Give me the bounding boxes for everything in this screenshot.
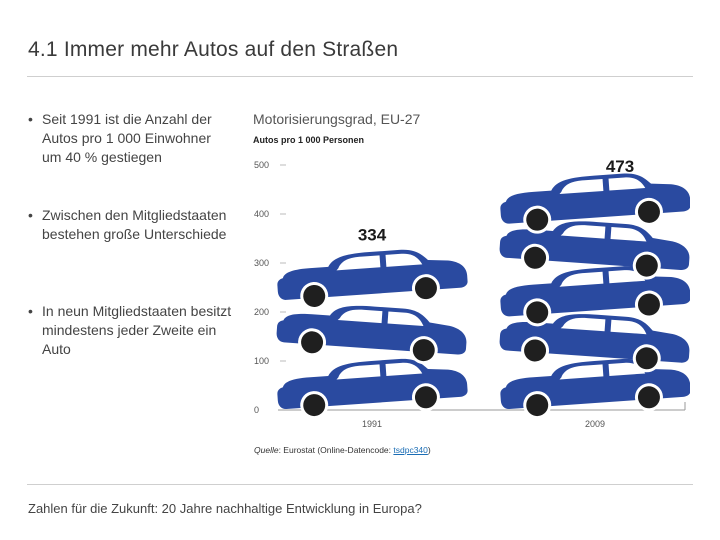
- chart-subtitle: Autos pro 1 000 Personen: [253, 135, 365, 145]
- car-icon: [500, 358, 690, 420]
- car-window-rear: [610, 319, 647, 335]
- car-stack-2009: [499, 173, 690, 420]
- bullet-item: • Zwischen den Mitgliedstaaten bestehen …: [28, 206, 233, 244]
- bullet-item: • Seit 1991 ist die Anzahl der Autos pro…: [28, 110, 233, 167]
- bullet-dot: •: [28, 303, 33, 319]
- car-window-front: [559, 364, 604, 380]
- bullet-text: Seit 1991 ist die Anzahl der Autos pro 1…: [42, 111, 212, 165]
- source-text: : Eurostat (Online-Datencode:: [278, 445, 394, 455]
- car-icon: [499, 221, 690, 280]
- car-icon: [500, 173, 690, 234]
- car-window-rear: [608, 177, 646, 191]
- car-wheel: [637, 293, 660, 316]
- x-tick-label: 2009: [585, 419, 605, 429]
- car-window-rear: [385, 253, 423, 267]
- car-wheel: [412, 339, 435, 362]
- bullet-dot: •: [28, 207, 33, 223]
- value-label: 473: [606, 157, 634, 176]
- car-wheel: [414, 277, 437, 300]
- car-window-front: [560, 317, 606, 332]
- car-wheel: [303, 394, 326, 417]
- car-window-front: [336, 364, 381, 380]
- car-wheel: [635, 254, 658, 277]
- car-pictogram-chart: 0 100 200 300 400 500 334 1991 473 2009: [254, 157, 690, 429]
- y-tick-label: 500: [254, 160, 269, 170]
- y-tick-label: 300: [254, 258, 269, 268]
- source-label: Quelle: [254, 445, 279, 455]
- bullet-dot: •: [28, 111, 33, 127]
- value-label: 334: [358, 225, 387, 244]
- source-close: ): [427, 445, 431, 455]
- car-window-front: [337, 309, 383, 324]
- y-tick-label: 200: [254, 307, 269, 317]
- car-window-rear: [385, 362, 423, 376]
- car-icon: [277, 358, 468, 420]
- y-tick-label: 0: [254, 405, 259, 415]
- car-stack-1991: [276, 249, 468, 420]
- chart-title: Motorisierungsgrad, EU-27: [253, 111, 421, 127]
- car-icon: [499, 314, 690, 373]
- car-icon: [277, 249, 468, 310]
- car-wheel: [637, 200, 660, 223]
- slide-title: 4.1 Immer mehr Autos auf den Straßen: [28, 38, 399, 61]
- car-window-rear: [387, 311, 424, 327]
- title-divider: [27, 76, 693, 77]
- bullet-item: • In neun Mitgliedstaaten besitzt mindes…: [28, 302, 233, 359]
- car-wheel: [526, 301, 549, 324]
- car-window-front: [336, 255, 381, 271]
- x-tick-label: 1991: [362, 419, 382, 429]
- car-wheel: [637, 386, 660, 409]
- source-note: Quelle: Eurostat (Online-Datencode: tsdp…: [254, 445, 431, 455]
- car-wheel: [303, 284, 326, 307]
- y-tick-label: 100: [254, 356, 269, 366]
- source-link[interactable]: tsdpc340: [393, 445, 428, 455]
- car-wheel: [414, 386, 437, 409]
- bullet-text: Zwischen den Mitgliedstaaten bestehen gr…: [42, 207, 227, 242]
- footer-text: Zahlen für die Zukunft: 20 Jahre nachhal…: [28, 501, 422, 516]
- car-wheel: [301, 331, 324, 354]
- car-wheel: [526, 208, 549, 231]
- car-icon: [276, 305, 467, 365]
- car-window-front: [559, 271, 604, 287]
- car-wheel: [524, 339, 547, 362]
- car-window-front: [560, 225, 606, 239]
- bullet-text: In neun Mitgliedstaaten besitzt mindeste…: [42, 303, 232, 357]
- car-wheel: [526, 394, 549, 417]
- car-window-front: [559, 179, 604, 195]
- car-window-rear: [610, 227, 647, 242]
- footer-divider: [27, 484, 693, 485]
- y-tick-label: 400: [254, 209, 269, 219]
- car-wheel: [635, 347, 658, 370]
- car-wheel: [524, 246, 547, 269]
